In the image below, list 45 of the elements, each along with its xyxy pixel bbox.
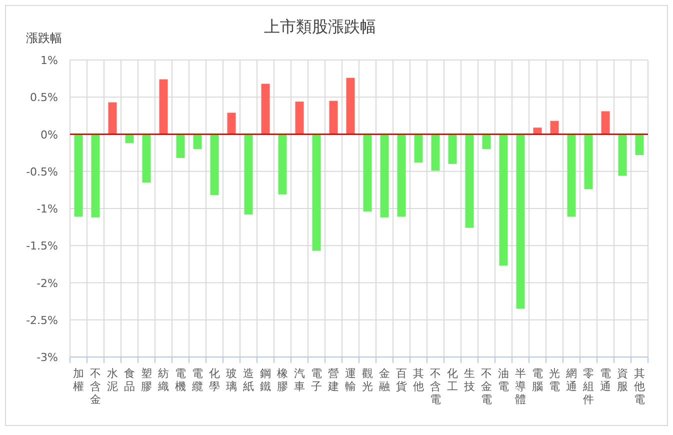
y-axis-title: 漲跌幅 (26, 31, 62, 45)
x-tick-label: 資服 (617, 367, 628, 393)
y-tick-label: -3% (36, 351, 58, 364)
x-tick-label: 加權 (73, 367, 84, 393)
x-tick-label: 塑膠 (141, 367, 152, 393)
x-tick-label: 不金電 (481, 367, 492, 406)
x-tick-label: 觀光 (362, 367, 373, 393)
x-tick-label: 電子 (311, 367, 322, 393)
y-tick-label: 0.5% (30, 91, 58, 104)
x-tick-label: 紡織 (157, 367, 169, 393)
x-tick-label: 其他電 (634, 367, 645, 406)
y-tick-label: 0% (40, 128, 58, 142)
x-tick-label: 電機 (175, 367, 186, 393)
x-tick-label: 不含金 (90, 367, 101, 406)
x-tick-label: 網通 (565, 367, 577, 393)
x-tick-label: 金融 (379, 367, 390, 393)
x-tick-label: 不含電 (430, 367, 441, 406)
y-tick-label: -1.5% (26, 240, 58, 253)
x-tick-label: 生技 (463, 367, 475, 393)
y-tick-label: -2.5% (26, 314, 58, 327)
x-tick-label: 電腦 (532, 367, 543, 393)
x-tick-label: 油電 (498, 367, 509, 393)
x-tick-label: 電纜 (191, 367, 203, 393)
x-tick-label: 半導體 (515, 367, 526, 406)
x-tick-label: 食品 (124, 367, 135, 393)
x-tick-label: 玻璃 (226, 367, 237, 393)
x-tick-label: 百貨 (396, 367, 407, 393)
y-tick-label: 1% (40, 54, 58, 67)
x-tick-label: 零組件 (582, 367, 594, 406)
x-tick-label: 化工 (447, 367, 458, 393)
x-tick-label: 其他 (413, 367, 424, 393)
x-tick-label: 橡膠 (277, 367, 288, 393)
x-tick-label: 電通 (600, 367, 611, 393)
x-tick-label: 化學 (209, 367, 220, 393)
x-tick-label: 光電 (549, 367, 560, 393)
x-tick-label: 營建 (327, 367, 339, 393)
x-tick-label: 運輸 (345, 367, 356, 393)
x-tick-label: 造紙 (243, 367, 254, 393)
x-tick-label: 汽車 (294, 367, 305, 393)
y-tick-label: -0.5% (26, 165, 58, 178)
chart-title: 上市類股漲跌幅 (264, 17, 376, 36)
x-tick-label: 鋼鐵 (260, 367, 271, 393)
y-tick-label: -1% (36, 202, 58, 216)
y-tick-label: -2% (36, 276, 58, 290)
x-tick-label: 水泥 (107, 367, 118, 393)
